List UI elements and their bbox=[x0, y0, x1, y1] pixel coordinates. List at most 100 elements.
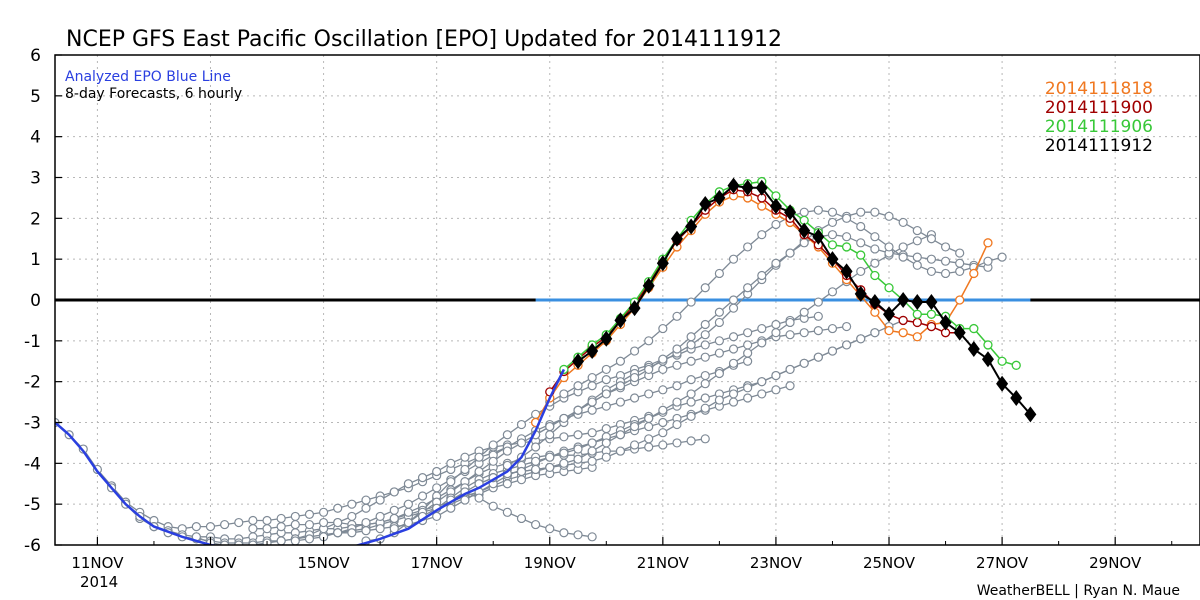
gray-forecast-point bbox=[417, 473, 428, 483]
forecast-point-2014111912 bbox=[769, 198, 782, 215]
legend-entry-2014111900: 2014111900 bbox=[1045, 98, 1153, 118]
gray-forecast-point bbox=[347, 528, 357, 538]
gray-forecast-point bbox=[870, 328, 880, 338]
y-tick-label: 5 bbox=[30, 87, 41, 107]
gray-forecast-point bbox=[884, 211, 894, 221]
gray-forecast-point bbox=[474, 466, 484, 477]
forecast-point-2014111912 bbox=[854, 285, 867, 302]
gray-forecast-point bbox=[658, 417, 668, 428]
gray-forecast-point bbox=[799, 207, 809, 217]
forecast-point-2014111912 bbox=[642, 277, 655, 294]
gray-forecast-point bbox=[771, 219, 781, 230]
gray-forecast-point bbox=[644, 434, 654, 444]
forecast-point-2014111818 bbox=[912, 332, 922, 342]
gray-forecast-point bbox=[460, 495, 470, 505]
y-tick-label: 2 bbox=[30, 209, 41, 229]
gray-forecast-point bbox=[559, 458, 569, 468]
gray-forecast-point bbox=[290, 511, 300, 522]
gray-forecast-point bbox=[460, 452, 470, 462]
gray-forecast-point bbox=[375, 524, 385, 534]
x-tick-label: 15NOV bbox=[298, 554, 351, 572]
gray-forecast-point bbox=[926, 266, 937, 277]
forecast-point-2014111912 bbox=[1010, 390, 1023, 406]
gray-forecast-point bbox=[601, 375, 611, 385]
gray-forecast-point bbox=[658, 354, 668, 364]
y-tick-label: -6 bbox=[24, 536, 41, 556]
gray-forecast-point bbox=[672, 311, 682, 321]
gray-forecast-point bbox=[417, 491, 428, 501]
forecast-point-2014111912 bbox=[967, 341, 980, 357]
forecast-point-2014111900 bbox=[898, 315, 908, 326]
gray-forecast-point bbox=[757, 389, 767, 399]
gray-forecast-point bbox=[728, 254, 739, 264]
gray-forecast-point bbox=[757, 377, 767, 387]
forecast-point-2014111906 bbox=[1011, 360, 1021, 370]
gray-forecast-point bbox=[545, 524, 555, 534]
gray-forecast-point bbox=[220, 519, 230, 530]
gray-forecast-point bbox=[983, 256, 993, 266]
gray-forecast-point bbox=[262, 524, 272, 534]
gray-forecast-point bbox=[856, 238, 866, 248]
forecast-point-2014111912 bbox=[996, 375, 1009, 392]
forecast-point-2014111912 bbox=[656, 255, 669, 272]
y-tick-label: 0 bbox=[30, 291, 41, 311]
gray-forecast-point bbox=[940, 242, 951, 252]
gray-forecast-point bbox=[686, 297, 696, 307]
gray-forecast-point bbox=[827, 346, 838, 356]
x-tick-label: 13NOV bbox=[184, 554, 237, 572]
x-tick-label: 27NOV bbox=[976, 554, 1029, 572]
gray-forecast-point bbox=[220, 540, 230, 545]
gray-forecast-point bbox=[658, 385, 668, 395]
gray-forecast-point bbox=[898, 242, 908, 252]
forecast-point-2014111912 bbox=[868, 294, 881, 311]
gray-forecast-point bbox=[714, 336, 724, 346]
gray-forecast-point bbox=[601, 452, 611, 462]
forecast-point-2014111818 bbox=[757, 201, 767, 211]
gray-forecast-point bbox=[629, 421, 640, 432]
gray-forecast-point bbox=[587, 405, 597, 415]
gray-forecast-point bbox=[771, 328, 781, 338]
gray-forecast-point bbox=[531, 442, 541, 452]
gray-forecast-point bbox=[290, 519, 300, 530]
forecast-point-2014111818 bbox=[955, 295, 965, 305]
gray-forecast-point bbox=[587, 372, 597, 383]
gray-forecast-point bbox=[686, 356, 696, 366]
gray-forecast-point bbox=[813, 205, 823, 215]
gray-forecast-point bbox=[601, 364, 611, 375]
gray-forecast-point bbox=[714, 395, 724, 405]
gray-forecast-point bbox=[559, 389, 569, 399]
gray-forecast-point bbox=[432, 483, 442, 493]
gray-forecast-point bbox=[771, 258, 781, 268]
gray-forecast-point bbox=[361, 517, 371, 528]
gray-forecast-point bbox=[912, 252, 922, 262]
forecast-point-2014111906 bbox=[926, 309, 937, 319]
gray-forecast-point bbox=[559, 528, 569, 538]
gray-forecast-point bbox=[955, 258, 965, 268]
forecast-point-2014111912 bbox=[586, 343, 599, 360]
gray-forecast-point bbox=[856, 266, 866, 277]
forecast-point-2014111912 bbox=[939, 314, 952, 331]
gray-forecast-point bbox=[531, 519, 541, 530]
gray-forecast-point bbox=[629, 440, 640, 450]
gray-forecast-point bbox=[361, 526, 371, 536]
gray-forecast-point bbox=[615, 381, 626, 391]
gray-forecast-point bbox=[601, 424, 611, 434]
gray-forecast-point bbox=[700, 393, 710, 403]
gray-forecast-point bbox=[502, 460, 512, 470]
gray-forecast-point bbox=[658, 364, 668, 375]
gray-forecast-point bbox=[545, 421, 555, 432]
gray-forecast-point bbox=[474, 452, 484, 462]
gray-forecast-point bbox=[488, 440, 498, 450]
forecast-point-2014111818 bbox=[969, 268, 979, 279]
y-tick-label: -3 bbox=[24, 414, 41, 434]
gray-forecast-point bbox=[502, 430, 512, 440]
forecast-point-2014111912 bbox=[600, 330, 613, 347]
gray-forecast-point bbox=[870, 232, 880, 242]
gray-forecast-point bbox=[785, 330, 795, 340]
gray-forecast-point bbox=[375, 495, 385, 505]
forecast-point-2014111912 bbox=[670, 230, 683, 247]
forecast-point-2014111912 bbox=[911, 294, 924, 311]
gray-forecast-point bbox=[304, 519, 315, 530]
gray-forecast-point bbox=[743, 340, 753, 350]
gray-forecast-point bbox=[771, 319, 781, 330]
